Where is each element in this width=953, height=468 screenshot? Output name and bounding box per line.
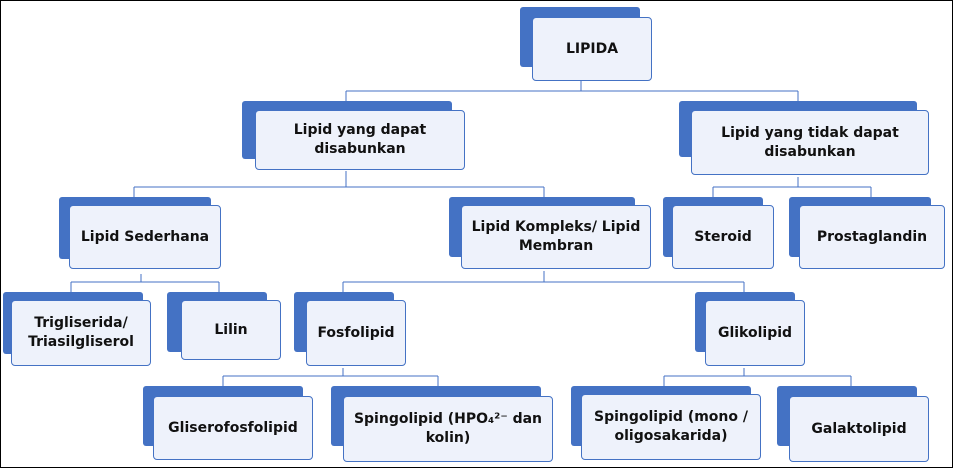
node-label: Galaktolipid	[811, 420, 907, 437]
node-label: Steroid	[694, 228, 752, 245]
node-label: Glikolipid	[717, 324, 793, 341]
node-label: Gliserofosfolipid	[168, 419, 298, 436]
node-label: Lipid Kompleks/ Lipid Membran	[471, 219, 641, 254]
node-label: Trigliserida/ Triasilgliserol	[28, 315, 134, 350]
node-label: LIPIDA	[565, 40, 619, 57]
node-label: Lipid Sederhana	[80, 228, 210, 245]
node-label: Lipid yang dapat disabunkan	[293, 122, 427, 157]
node-label: Fosfolipid	[317, 324, 395, 341]
node-label: Lipid yang tidak dapat disabunkan	[721, 124, 899, 160]
node-label: Spingolipid (HPO₄²⁻ dan kolin)	[353, 411, 543, 446]
node-label: Spingolipid (mono / oligosakarida)	[594, 409, 748, 444]
node-label: Lilin	[214, 321, 248, 338]
node-label: Prostaglandin	[816, 228, 928, 245]
